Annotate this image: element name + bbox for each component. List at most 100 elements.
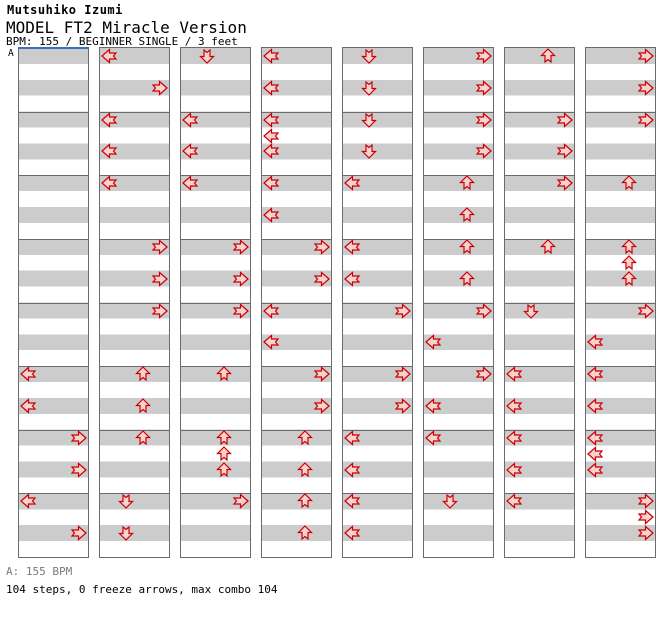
note-up-arrow [135, 398, 152, 414]
note-up-arrow [459, 207, 476, 223]
note-left-arrow [505, 366, 522, 382]
note-up-arrow [297, 525, 314, 541]
note-right-arrow [557, 111, 574, 128]
note-down-arrow [522, 303, 539, 319]
note-left-arrow [505, 493, 522, 510]
measure-separator [424, 238, 493, 240]
note-right-arrow [557, 143, 574, 160]
note-right-arrow [152, 270, 169, 287]
note-down-arrow [441, 494, 458, 510]
note-right-arrow [71, 525, 88, 542]
note-left-arrow [343, 525, 360, 542]
note-up-arrow [459, 270, 476, 286]
chart-column-8 [585, 47, 656, 558]
measure-separator [181, 175, 250, 177]
note-right-arrow [152, 79, 169, 96]
chart-info-line: BPM: 155 / BEGINNER SINGLE / 3 feet [6, 35, 238, 48]
measure-separator [586, 366, 655, 368]
measure-separator [424, 175, 493, 177]
note-right-arrow [395, 398, 412, 414]
note-left-arrow [262, 111, 279, 128]
measure-separator [19, 238, 88, 240]
note-left-arrow [586, 334, 603, 351]
note-right-arrow [233, 493, 250, 510]
chart-column-4 [261, 47, 332, 558]
measure-separator [505, 302, 574, 304]
note-left-arrow [505, 398, 522, 414]
note-up-arrow [135, 366, 152, 382]
measure-separator [100, 429, 169, 431]
artist-name: Mutsuhiko Izumi [7, 3, 123, 17]
note-up-arrow [540, 48, 557, 64]
note-right-arrow [71, 429, 88, 446]
note-up-arrow [297, 493, 314, 509]
measure-separator [343, 493, 412, 495]
note-right-arrow [395, 302, 412, 319]
note-left-arrow [505, 429, 522, 446]
measure-separator [262, 111, 331, 113]
note-down-arrow [117, 494, 134, 510]
note-down-arrow [360, 80, 377, 96]
note-left-arrow [424, 398, 441, 414]
measure-separator [19, 429, 88, 431]
note-right-arrow [314, 239, 331, 255]
step-stats-line: 104 steps, 0 freeze arrows, max combo 10… [6, 583, 278, 596]
note-left-arrow [343, 175, 360, 192]
measure-separator [505, 175, 574, 177]
measure-separator [343, 111, 412, 113]
measure-separator [424, 366, 493, 368]
measure-separator [424, 429, 493, 431]
note-left-arrow [100, 111, 117, 128]
note-down-arrow [360, 48, 377, 64]
measure-separator [262, 429, 331, 431]
note-up-arrow [216, 366, 233, 382]
chart-column-5 [342, 47, 413, 558]
measure-separator [262, 238, 331, 240]
measure-separator [100, 493, 169, 495]
note-up-arrow [135, 429, 152, 446]
note-up-arrow [621, 175, 638, 191]
chart-column-1 [18, 47, 89, 558]
note-left-arrow [262, 143, 279, 160]
note-left-arrow [262, 207, 279, 223]
note-up-arrow [621, 270, 638, 286]
measure-separator [586, 429, 655, 431]
note-right-arrow [152, 302, 169, 319]
note-up-arrow [216, 461, 233, 477]
measure-separator [181, 111, 250, 113]
measure-separator [100, 302, 169, 304]
note-left-arrow [100, 48, 117, 64]
note-left-arrow [262, 79, 279, 96]
note-left-arrow [424, 429, 441, 446]
note-left-arrow [343, 270, 360, 287]
note-left-arrow [19, 493, 36, 510]
note-right-arrow [638, 509, 655, 526]
measure-separator [343, 175, 412, 177]
note-left-arrow [19, 366, 36, 382]
measure-separator [343, 366, 412, 368]
note-right-arrow [71, 461, 88, 478]
note-right-arrow [476, 79, 493, 96]
measure-separator [343, 429, 412, 431]
note-right-arrow [152, 239, 169, 255]
note-right-arrow [476, 366, 493, 382]
song-title: MODEL FT2 Miracle Version [6, 18, 247, 37]
note-down-arrow [117, 525, 134, 542]
note-left-arrow [19, 398, 36, 414]
note-up-arrow [540, 239, 557, 255]
section-label: A [8, 48, 14, 59]
note-left-arrow [343, 461, 360, 478]
measure-separator [424, 111, 493, 113]
note-left-arrow [262, 302, 279, 319]
measure-separator [100, 111, 169, 113]
measure-separator [262, 302, 331, 304]
measure-separator [424, 493, 493, 495]
measure-separator [586, 175, 655, 177]
note-right-arrow [233, 270, 250, 287]
note-up-arrow [297, 461, 314, 477]
note-down-arrow [360, 112, 377, 128]
note-right-arrow [638, 111, 655, 128]
chart-column-6 [423, 47, 494, 558]
measure-separator [505, 366, 574, 368]
